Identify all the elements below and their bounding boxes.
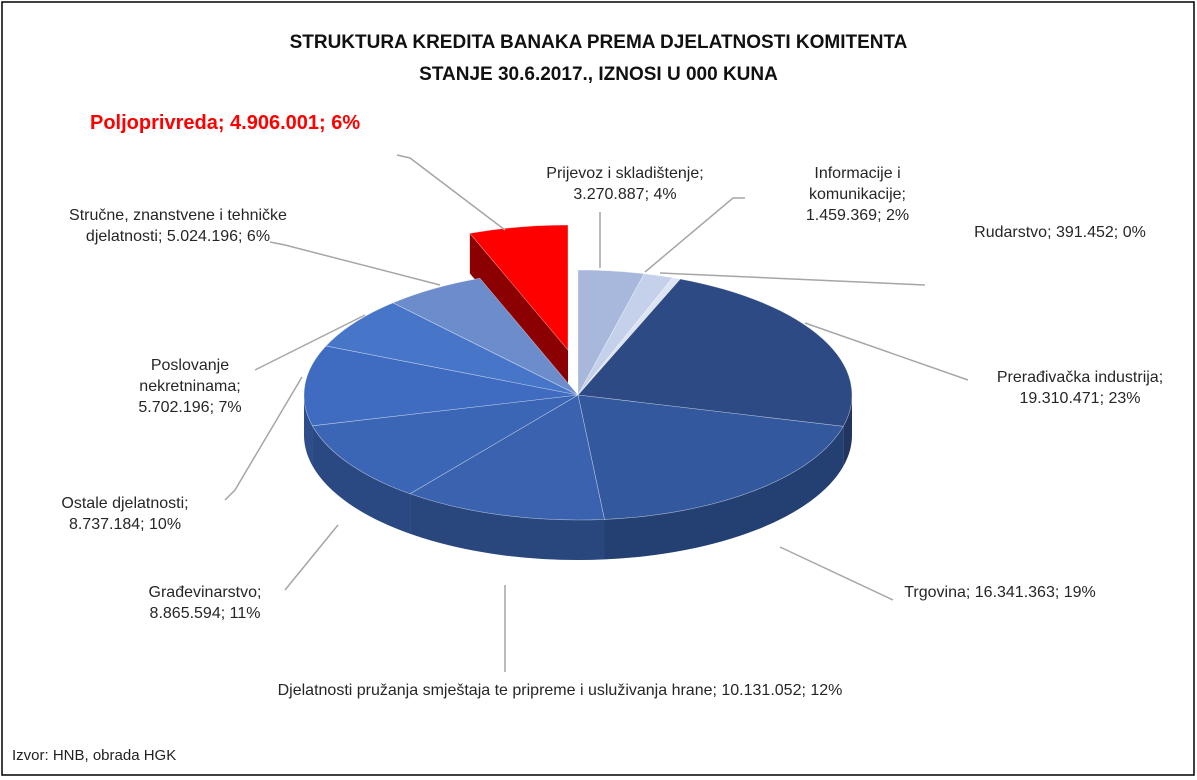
slice-side: [604, 426, 844, 560]
slice-side: [312, 425, 411, 534]
leader-line: [269, 241, 441, 286]
leader-line: [254, 314, 366, 371]
slice: [311, 394, 579, 495]
leader-line: [396, 154, 506, 231]
data-label: Djelatnosti pružanja smještaja te pripre…: [277, 682, 843, 699]
slice: [392, 277, 579, 396]
slice-side: [304, 395, 313, 466]
data-label: Trgovina; 16.341.363; 19%: [904, 584, 1096, 601]
data-label: Prijevoz i skladištenje; 3.270.887; 4%: [546, 165, 704, 203]
data-label: Rudarstvo; 391.452; 0%: [974, 224, 1146, 241]
slice-side-shade: [843, 395, 852, 467]
leader-line: [804, 322, 969, 381]
data-label: Poslovanje nekretninama; 5.702.196; 7%: [138, 357, 242, 416]
slice-wall: [469, 233, 568, 390]
leader-line: [659, 272, 926, 286]
slice: [303, 345, 579, 427]
slice-side: [410, 493, 605, 560]
chart-subtitle: STANJE 30.6.2017., IZNOSI U 000 KUNA: [419, 64, 778, 85]
data-label: Informacije i komunikacije; 1.459.369; 2…: [805, 165, 910, 224]
slice: [409, 394, 605, 521]
slice-side-shade: [410, 493, 605, 560]
slice-side-shade: [304, 395, 313, 466]
leader-line: [224, 376, 303, 501]
slice-side-shade: [312, 425, 411, 534]
leader-line: [779, 546, 894, 601]
data-label: Ostale djelatnosti; 8.737.184; 10%: [61, 495, 189, 533]
slice: [577, 278, 853, 427]
leader-line: [284, 524, 339, 591]
slice: [469, 224, 569, 351]
leader-line: [644, 197, 745, 273]
data-label: Poljoprivreda; 4.906.001; 6%: [90, 112, 361, 134]
source-note: Izvor: HNB, obrada HGK: [12, 747, 177, 764]
slice-side-shade: [604, 426, 844, 560]
data-label: Građevinarstvo; 8.865.594; 11%: [148, 584, 262, 622]
slice-side: [843, 395, 852, 467]
slice: [577, 394, 844, 520]
data-label: Stručne, znanstvene i tehničke djelatnos…: [69, 207, 287, 245]
chart-title: STRUKTURA KREDITA BANAKA PREMA DJELATNOS…: [289, 32, 908, 53]
data-label: Prerađivačka industrija; 19.310.471; 23%: [996, 369, 1164, 407]
slice: [325, 302, 579, 396]
